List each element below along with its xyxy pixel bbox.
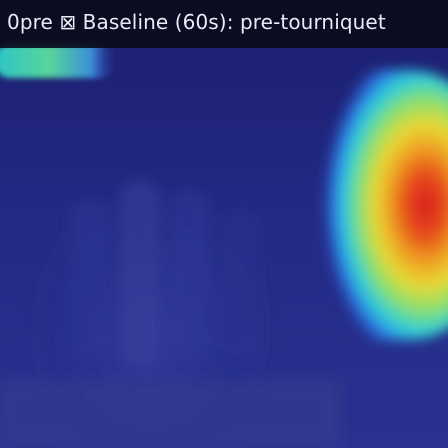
title-bar: 0pre ⊠ Baseline (60s): pre-tourniquet: [0, 0, 448, 48]
frame-title: 0pre ⊠ Baseline (60s): pre-tourniquet: [7, 10, 386, 34]
hand-silhouette: [0, 180, 340, 448]
corner-heat-blob: [0, 44, 116, 78]
hotspot: [310, 70, 448, 340]
